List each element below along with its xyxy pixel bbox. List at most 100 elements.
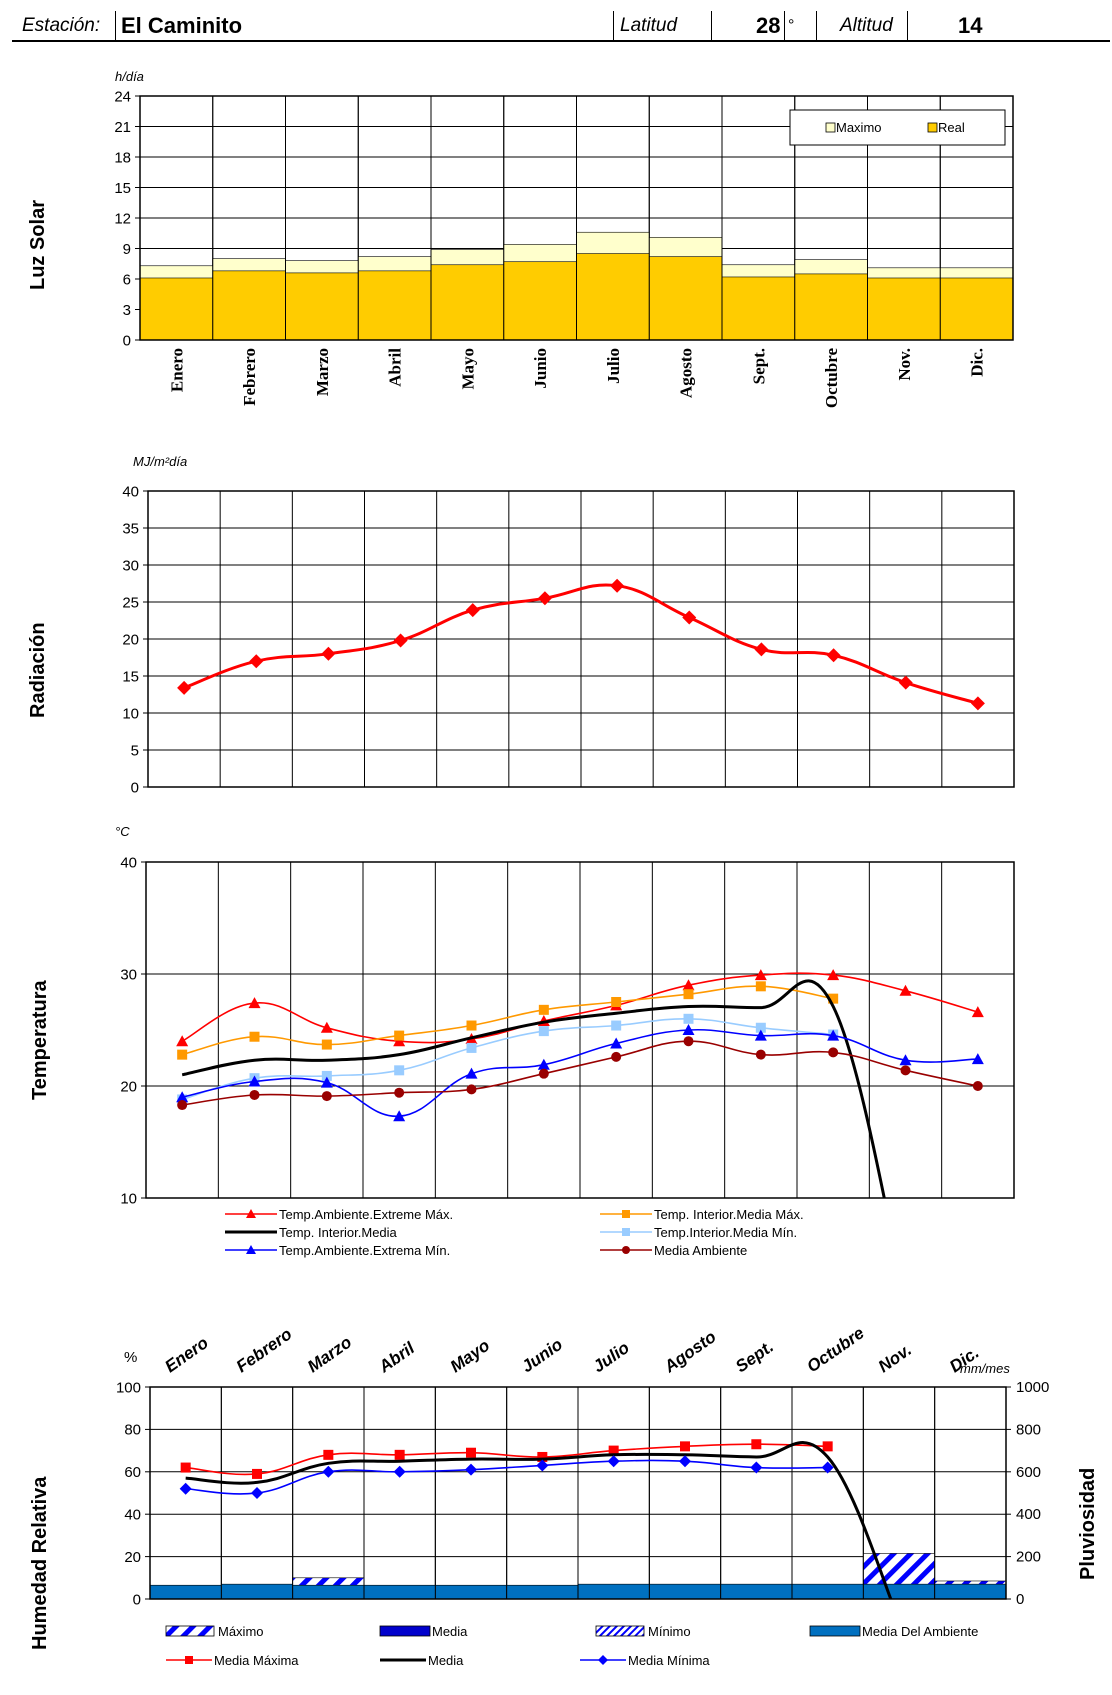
y-tick-label: 0 (133, 1591, 141, 1608)
x-tick-label: Abril (375, 1338, 419, 1377)
x-tick-label: Mayo (458, 348, 477, 390)
radiation-point (249, 654, 264, 669)
plot-border (147, 490, 1015, 788)
temp-series-point (828, 993, 839, 1004)
sunlight-chart: 0 3 6 9 12 15 18 21 24 Enero Febrero Marzo Abril Mayo… (27, 69, 1014, 408)
x-tick-label: Sept. (749, 348, 768, 384)
y-tick-label: 3 (123, 302, 131, 319)
y-tick-label: 15 (122, 668, 139, 685)
header-divider (711, 11, 712, 40)
temp-series-point (682, 1024, 695, 1035)
legend-swatch (165, 1625, 215, 1637)
x-tick-label: Mayo (447, 1336, 494, 1376)
bar-real (139, 277, 214, 341)
y-tick-label: 10 (120, 1190, 137, 1207)
temp-series-point (755, 1049, 766, 1060)
x-tick-label: Sept. (732, 1337, 777, 1376)
bar-real (357, 270, 432, 341)
temp-series-point (611, 1051, 622, 1062)
temp-series-point (683, 1036, 694, 1047)
y-tick-label: 10 (122, 705, 139, 722)
temp-series-point (465, 1067, 478, 1079)
temperature-chart: 10 20 30 40 °C Temperatura Temp.Ambiente.Extre… (29, 824, 1015, 1258)
temp-series-point (972, 1081, 983, 1091)
humidity-line (185, 1443, 828, 1476)
latitude-label: Latitud (620, 15, 678, 36)
humidity-point (180, 1462, 191, 1473)
legend-label: Media Mínima (628, 1653, 710, 1668)
temp-series-point (176, 1035, 189, 1047)
x-tick-label: Febrero (233, 1324, 296, 1376)
temp-series-point (683, 1013, 694, 1024)
altitude-label: Altitud (840, 15, 893, 36)
rain-bar (221, 1583, 293, 1600)
temp-series-point (899, 1054, 912, 1066)
y-tick-label: 30 (120, 966, 137, 983)
legend-label: Media Ambiente (654, 1243, 747, 1258)
temp-series-point (827, 969, 840, 981)
y-tick-label: 9 (123, 241, 131, 258)
x-tick-label: Nov. (895, 348, 914, 381)
y-tick-label: 0 (123, 332, 131, 349)
radiation-point (754, 642, 769, 657)
radiation-point (898, 675, 913, 690)
temp-series-point (177, 1100, 188, 1111)
humidity-point (322, 1465, 335, 1478)
y-tick-label: 20 (124, 1549, 141, 1566)
rain-bar (720, 1583, 793, 1600)
bar-real (939, 277, 1014, 341)
bar-real (794, 273, 868, 341)
y-tick-label: 6 (123, 271, 131, 288)
rain-bar (292, 1584, 365, 1600)
legend-label: Real (938, 120, 965, 135)
humidity-point (680, 1441, 690, 1452)
legend-marker (246, 1245, 256, 1254)
chart-side-label-right: Pluviosidad (1077, 1468, 1099, 1580)
temp-series-point (538, 1026, 549, 1037)
x-tick-label: Junio (531, 348, 550, 389)
humidity-point (679, 1455, 691, 1468)
y-right-tick-label: 1000 (1016, 1379, 1049, 1396)
temp-series-point (754, 969, 767, 981)
y-tick-label: 40 (124, 1506, 141, 1523)
legend-label: Máximo (218, 1624, 264, 1639)
bar-real (576, 253, 650, 341)
chart-side-label: Humedad Relativa (29, 1476, 51, 1650)
temp-series-point (393, 1035, 406, 1047)
y-tick-label: 20 (120, 1078, 137, 1095)
temp-series-point (971, 1053, 984, 1065)
header-divider (816, 11, 817, 40)
temp-series-point (321, 1039, 332, 1050)
y-tick-label: 12 (114, 210, 131, 227)
header-divider (115, 11, 116, 40)
x-tick-label: Marzo (304, 1333, 355, 1377)
rain-bar (791, 1583, 864, 1600)
x-tick-label: Julio (604, 348, 623, 384)
y-unit-label: % (124, 1349, 137, 1366)
chart-side-label: Radiación (27, 622, 49, 718)
x-tick-label: Febrero (240, 348, 259, 406)
y-tick-label: 0 (131, 779, 139, 796)
legend-marker (622, 1246, 630, 1254)
temp-series-point (394, 1030, 405, 1041)
humidity-point (751, 1439, 762, 1450)
humidity-point (537, 1451, 548, 1462)
temp-series-line (181, 972, 979, 1044)
radiation-point (682, 610, 697, 625)
legend-label: Temp. Interior.Media (279, 1225, 398, 1240)
temp-series-point (611, 997, 622, 1007)
x-tick-label: Enero (167, 348, 186, 392)
temp-series-point (682, 979, 695, 991)
latitude-value: 28 (756, 13, 781, 38)
degree-symbol: ° (788, 17, 795, 34)
legend-swatch (927, 122, 938, 133)
bar-real (212, 270, 286, 341)
y-tick-label: 100 (116, 1379, 141, 1396)
header-divider (613, 11, 614, 40)
y-tick-label: 30 (122, 557, 139, 574)
radiation-point (393, 633, 408, 648)
bar-real (285, 272, 359, 341)
legend-label: Temp.Interior.Media Mín. (654, 1225, 797, 1240)
